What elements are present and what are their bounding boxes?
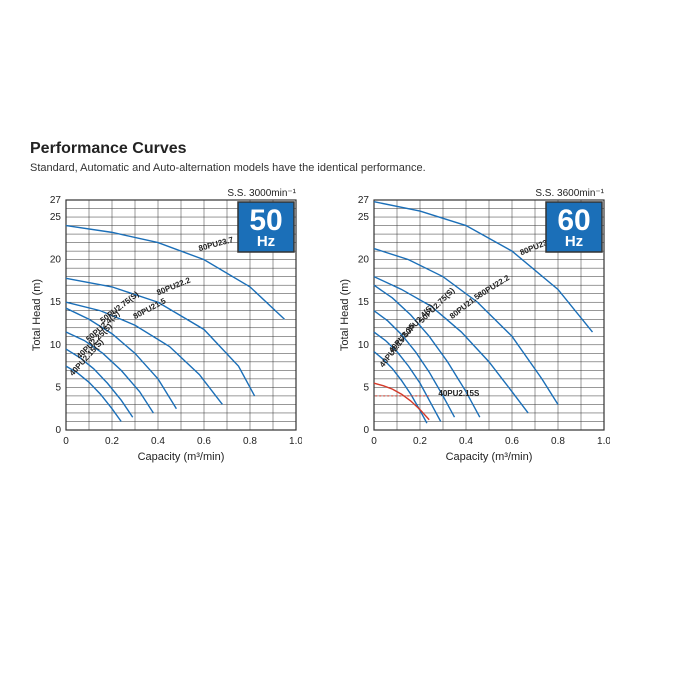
svg-text:0.8: 0.8 — [243, 436, 257, 447]
svg-text:5: 5 — [55, 382, 61, 393]
svg-text:S.S. 3000min⁻¹: S.S. 3000min⁻¹ — [227, 188, 296, 199]
svg-text:27: 27 — [50, 195, 62, 206]
chart-title: Performance Curves — [30, 140, 670, 158]
svg-text:10: 10 — [50, 340, 62, 351]
svg-text:0.4: 0.4 — [459, 436, 473, 447]
chart-right: 0 0.2 0.4 0.6 0.8 1.0 0 5 10 15 20 25 27 Capacity (m³… — [338, 184, 610, 466]
curve-50PU2.4(S) — [66, 332, 153, 413]
svg-text:Total Head (m): Total Head (m) — [31, 279, 43, 351]
svg-text:Capacity (m³/min): Capacity (m³/min) — [446, 451, 533, 463]
svg-text:20: 20 — [50, 255, 62, 266]
svg-text:Total Head (m): Total Head (m) — [339, 279, 351, 351]
svg-text:0.4: 0.4 — [151, 436, 165, 447]
svg-text:Hz: Hz — [565, 233, 583, 250]
svg-text:1.0: 1.0 — [289, 436, 302, 447]
chart-subtitle: Standard, Automatic and Auto-alternation… — [30, 162, 670, 174]
svg-text:0: 0 — [363, 425, 369, 436]
svg-text:1.0: 1.0 — [597, 436, 610, 447]
curve-label: 80PU22.2 — [155, 275, 192, 297]
svg-text:Hz: Hz — [257, 233, 275, 250]
svg-text:0.6: 0.6 — [505, 436, 519, 447]
svg-text:25: 25 — [358, 212, 370, 223]
svg-text:Capacity (m³/min): Capacity (m³/min) — [138, 451, 225, 463]
svg-text:27: 27 — [358, 195, 370, 206]
curve-label: 40PU2.15S — [438, 389, 480, 398]
svg-text:0: 0 — [63, 436, 69, 447]
svg-text:S.S. 3600min⁻¹: S.S. 3600min⁻¹ — [535, 188, 604, 199]
curve-40PU2.25(S) — [66, 349, 133, 417]
svg-text:25: 25 — [50, 212, 62, 223]
svg-text:0.6: 0.6 — [197, 436, 211, 447]
curve-40PU2.15S — [374, 383, 429, 420]
svg-text:0.8: 0.8 — [551, 436, 565, 447]
svg-text:20: 20 — [358, 255, 370, 266]
curve-label: 80PU23.7 — [198, 235, 235, 253]
svg-text:0.2: 0.2 — [105, 436, 119, 447]
charts-row: 0 0.2 0.4 0.6 0.8 1.0 0 5 10 15 20 25 27 Capacity (m³… — [30, 184, 670, 466]
svg-text:10: 10 — [358, 340, 370, 351]
svg-text:15: 15 — [358, 297, 370, 308]
svg-text:5: 5 — [363, 382, 369, 393]
curve-label: 40PU2.15 — [378, 335, 407, 369]
svg-text:15: 15 — [50, 297, 62, 308]
svg-text:0.2: 0.2 — [413, 436, 427, 447]
curve-label: 80PU21.5 — [448, 291, 482, 320]
svg-text:0: 0 — [55, 425, 61, 436]
curve-40PU2.25 — [374, 332, 441, 421]
chart-left: 0 0.2 0.4 0.6 0.8 1.0 0 5 10 15 20 25 27 Capacity (m³… — [30, 184, 302, 466]
svg-text:0: 0 — [371, 436, 377, 447]
